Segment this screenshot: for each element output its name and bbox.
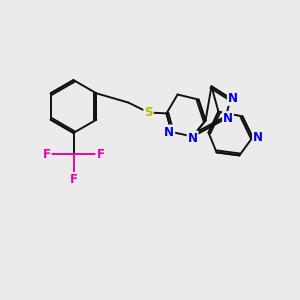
Text: N: N xyxy=(164,125,174,139)
Text: S: S xyxy=(144,106,153,119)
Text: F: F xyxy=(97,148,104,161)
Text: N: N xyxy=(253,131,263,144)
Text: N: N xyxy=(188,131,198,145)
Text: F: F xyxy=(43,148,50,161)
Text: F: F xyxy=(70,173,77,186)
Text: N: N xyxy=(228,92,238,105)
Text: N: N xyxy=(223,112,233,125)
